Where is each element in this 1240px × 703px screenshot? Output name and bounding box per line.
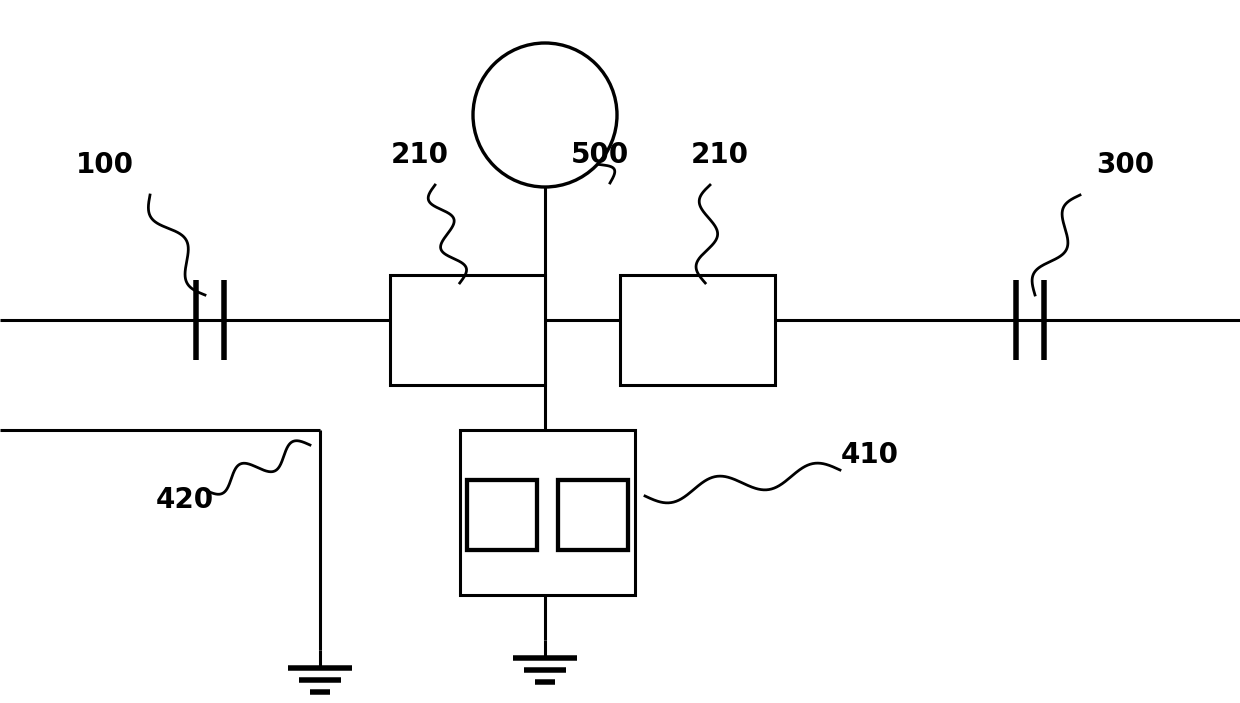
Text: 500: 500 — [570, 141, 629, 169]
Bar — [467, 480, 537, 550]
Bar — [460, 430, 635, 595]
Text: 300: 300 — [1096, 151, 1154, 179]
Text: 100: 100 — [76, 151, 134, 179]
Bar — [558, 480, 627, 550]
Text: 210: 210 — [691, 141, 749, 169]
Text: 210: 210 — [391, 141, 449, 169]
Text: 420: 420 — [156, 486, 215, 514]
Text: 410: 410 — [841, 441, 899, 469]
Bar — [620, 275, 775, 385]
Bar — [391, 275, 546, 385]
Circle shape — [472, 43, 618, 187]
